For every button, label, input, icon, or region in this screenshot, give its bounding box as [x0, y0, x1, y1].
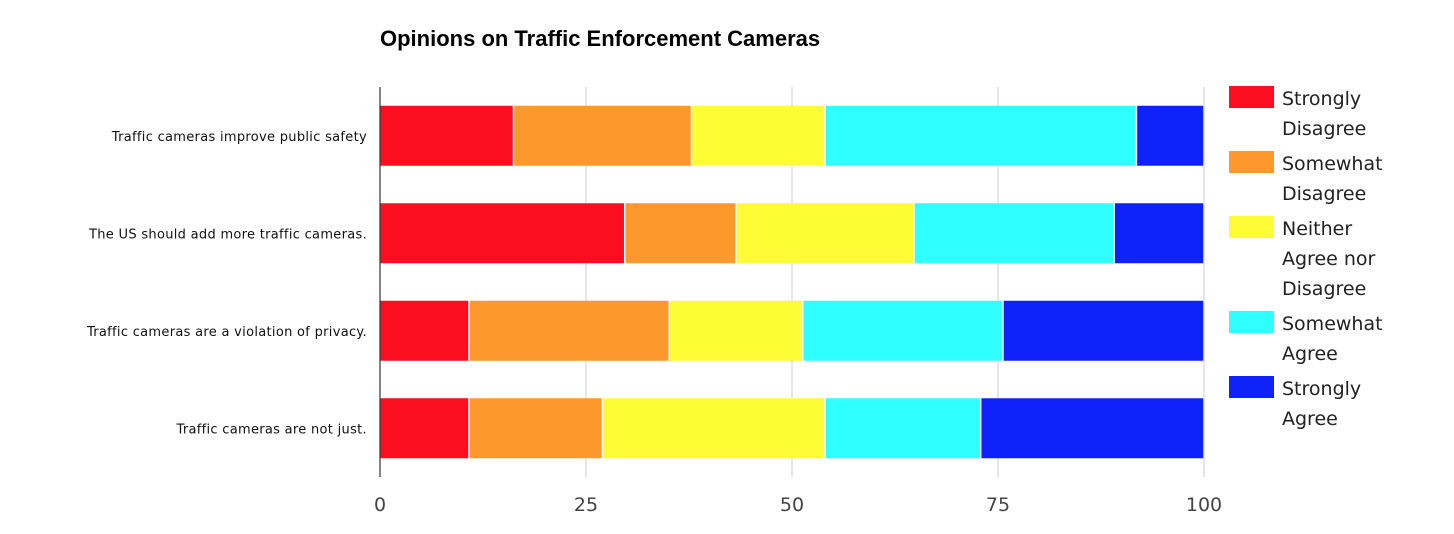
legend-swatch-somewhat-disagree — [1229, 151, 1274, 173]
legend-label-somewhat-agree: Somewhat Agree — [1282, 313, 1383, 365]
legend-item-somewhat-disagree[interactable]: Somewhat Disagree — [1229, 151, 1383, 205]
bar-somewhat-agree-2[interactable] — [913, 203, 1115, 264]
x-tick-label-50: 50 — [780, 494, 804, 516]
legend-label-strongly-agree: Strongly Agree — [1282, 378, 1361, 430]
legend-label-strongly-disagree: Strongly Disagree — [1282, 88, 1366, 140]
legend-label-line: Neither — [1282, 218, 1352, 240]
legend-label-line: Somewhat — [1282, 153, 1383, 175]
legend-swatch-neither-agree-nor-disagree — [1229, 216, 1274, 238]
bar-somewhat-disagree-4[interactable] — [468, 398, 603, 459]
x-tick-label-75: 75 — [986, 494, 1010, 516]
legend-label-line: Strongly — [1282, 378, 1361, 400]
bar-neither-agree-nor-disagree-2[interactable] — [735, 203, 914, 264]
x-tick-label-25: 25 — [574, 494, 598, 516]
bar-somewhat-agree-1[interactable] — [824, 105, 1137, 166]
chart-title: Opinions on Traffic Enforcement Cameras — [380, 26, 820, 51]
legend-label-line: Disagree — [1282, 118, 1366, 140]
bar-somewhat-disagree-2[interactable] — [624, 203, 736, 264]
legend-label-somewhat-disagree: Somewhat Disagree — [1282, 153, 1383, 205]
bar-neither-agree-nor-disagree-3[interactable] — [669, 300, 803, 361]
legend-swatch-somewhat-agree — [1229, 311, 1274, 333]
bar-somewhat-agree-3[interactable] — [802, 300, 1003, 361]
legend-item-neither-agree-nor-disagree[interactable]: Neither Agree nor Disagree — [1229, 216, 1376, 300]
legend-label-line: Agree nor — [1282, 248, 1376, 270]
legend-label-line: Disagree — [1282, 183, 1366, 205]
bar-somewhat-agree-4[interactable] — [824, 398, 981, 459]
x-tick-label-100: 100 — [1186, 494, 1222, 516]
legend-label-line: Agree — [1282, 343, 1338, 365]
bar-strongly-agree-3[interactable] — [1002, 300, 1204, 361]
category-labels: Traffic cameras improve public safety The… — [86, 130, 367, 438]
bar-neither-agree-nor-disagree-1[interactable] — [691, 105, 825, 166]
bar-strongly-disagree-3[interactable] — [380, 300, 469, 361]
bar-neither-agree-nor-disagree-4[interactable] — [602, 398, 825, 459]
bar-strongly-disagree-1[interactable] — [380, 105, 514, 166]
bars — [380, 105, 1204, 459]
bar-somewhat-disagree-1[interactable] — [513, 105, 692, 166]
category-label-1: Traffic cameras improve public safety — [111, 130, 367, 145]
category-label-4: Traffic cameras are not just. — [175, 422, 367, 437]
bar-strongly-agree-2[interactable] — [1114, 203, 1204, 264]
bar-strongly-disagree-2[interactable] — [380, 203, 625, 264]
legend-label-line: Strongly — [1282, 88, 1361, 110]
category-label-2: The US should add more traffic cameras. — [88, 227, 367, 242]
legend-label-line: Disagree — [1282, 278, 1366, 300]
legend-label-line: Somewhat — [1282, 313, 1383, 335]
legend-item-strongly-disagree[interactable]: Strongly Disagree — [1229, 86, 1366, 140]
legend-label-neither-agree-nor-disagree: Neither Agree nor Disagree — [1282, 218, 1376, 300]
legend-swatch-strongly-disagree — [1229, 86, 1274, 108]
legend[interactable]: Strongly Disagree Somewhat Disagree Neither A… — [1229, 86, 1383, 430]
legend-swatch-strongly-agree — [1229, 376, 1274, 398]
legend-label-line: Agree — [1282, 408, 1338, 430]
bar-strongly-disagree-4[interactable] — [380, 398, 469, 459]
legend-item-strongly-agree[interactable]: Strongly Agree — [1229, 376, 1361, 430]
bar-strongly-agree-4[interactable] — [980, 398, 1204, 459]
x-tick-label-0: 0 — [374, 494, 386, 516]
x-tick-labels: 0 25 50 75 100 — [374, 494, 1222, 516]
legend-item-somewhat-agree[interactable]: Somewhat Agree — [1229, 311, 1383, 365]
bar-strongly-agree-1[interactable] — [1136, 105, 1204, 166]
category-label-3: Traffic cameras are a violation of priva… — [86, 325, 367, 340]
bar-somewhat-disagree-3[interactable] — [468, 300, 670, 361]
